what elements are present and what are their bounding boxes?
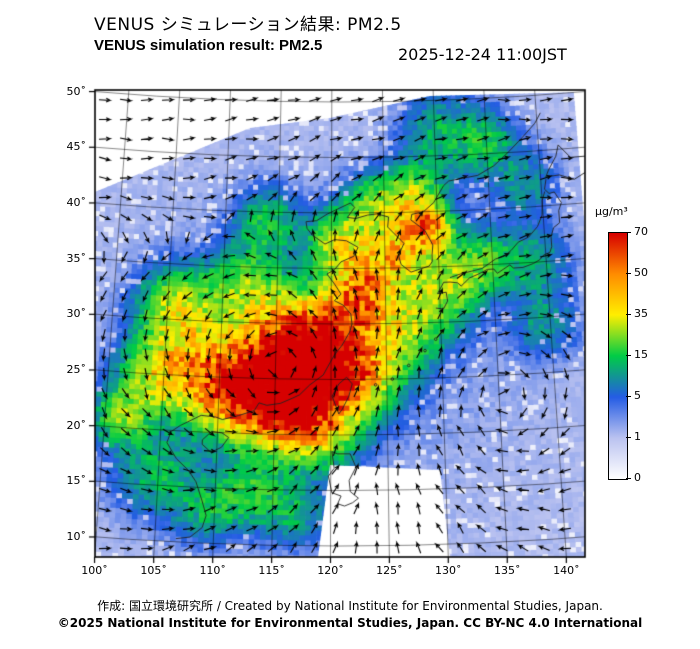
colorbar-tick-label-1: 1 xyxy=(634,430,641,443)
lat-tick-label-40: 40˚ xyxy=(66,195,87,209)
lat-tick-label-25: 25˚ xyxy=(66,362,87,376)
lat-tick-label-10: 10˚ xyxy=(66,529,87,543)
valid-time-label: 2025-12-24 11:00JST xyxy=(398,45,567,64)
credit-text: 作成: 国立環境研究所 / Created by National Instit… xyxy=(97,599,603,613)
lon-tick-label-105: 105˚ xyxy=(140,564,167,577)
lon-tick-label-135: 135˚ xyxy=(494,564,521,577)
colorbar-tick-label-15: 15 xyxy=(634,348,648,361)
lon-tick-label-130: 130˚ xyxy=(435,564,462,577)
lat-tick-label-35: 35˚ xyxy=(66,251,87,265)
colorbar-tick-label-70: 70 xyxy=(634,225,648,238)
lat-tick-label-50: 50˚ xyxy=(66,84,87,98)
page-title-japanese: VENUS シミュレーション結果: PM2.5 xyxy=(94,15,402,35)
colorbar-tick-mark xyxy=(626,396,631,397)
colorbar-tick-mark xyxy=(626,478,631,479)
colorbar xyxy=(608,232,628,480)
colorbar-tick-mark xyxy=(626,437,631,438)
colorbar-tick-label-5: 5 xyxy=(634,389,641,402)
colorbar-tick-label-35: 35 xyxy=(634,307,648,320)
colorbar-tick-mark xyxy=(626,273,631,274)
colorbar-tick-mark xyxy=(626,232,631,233)
lon-tick-label-115: 115˚ xyxy=(258,564,285,577)
colorbar-tick-label-0: 0 xyxy=(634,471,641,484)
colorbar-units-label: μg/m³ xyxy=(595,205,628,218)
lon-tick-label-100: 100˚ xyxy=(81,564,108,577)
lat-tick-label-30: 30˚ xyxy=(66,307,87,321)
lon-tick-label-125: 125˚ xyxy=(376,564,403,577)
colorbar-tick-mark xyxy=(626,355,631,356)
lat-tick-label-15: 15˚ xyxy=(66,474,87,488)
lat-tick-label-20: 20˚ xyxy=(66,418,87,432)
lat-tick-label-45: 45˚ xyxy=(66,140,87,154)
page-title-english: VENUS simulation result: PM2.5 xyxy=(94,37,323,54)
license-text: ©2025 National Institute for Environment… xyxy=(57,616,643,630)
lon-tick-label-120: 120˚ xyxy=(317,564,344,577)
colorbar-tick-mark xyxy=(626,314,631,315)
colorbar-tick-label-50: 50 xyxy=(634,266,648,279)
lon-tick-label-110: 110˚ xyxy=(199,564,226,577)
lon-tick-label-140: 140˚ xyxy=(553,564,580,577)
